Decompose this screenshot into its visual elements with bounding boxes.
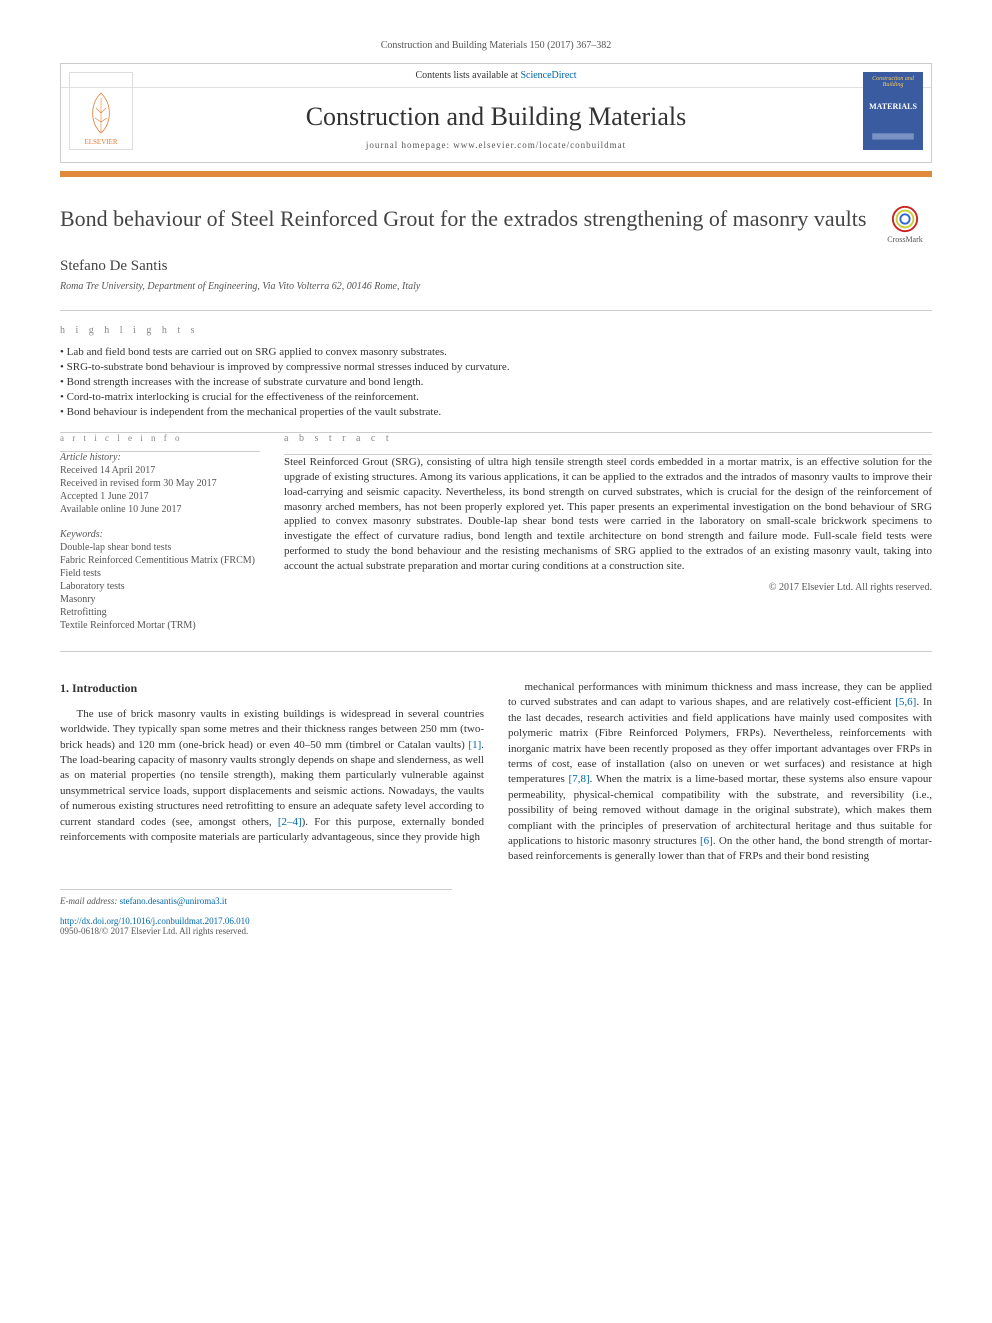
keyword: Fabric Reinforced Cementitious Matrix (F… [60,555,260,566]
doi-link[interactable]: http://dx.doi.org/10.1016/j.conbuildmat.… [60,916,250,926]
homepage-url[interactable]: www.elsevier.com/locate/conbuildmat [453,140,626,150]
elsevier-label: ELSEVIER [84,138,117,146]
reference-link[interactable]: [2–4] [278,816,302,828]
date-accepted: Accepted 1 June 2017 [60,491,260,502]
journal-header-box: ELSEVIER Construction and Building MATER… [60,63,932,163]
column-right: mechanical performances with minimum thi… [508,680,932,865]
reference-link[interactable]: [5,6] [895,696,916,708]
keyword: Double-lap shear bond tests [60,542,260,553]
orange-divider [60,171,932,177]
body-columns: 1. Introduction The use of brick masonry… [60,680,932,865]
issn-copyright: 0950-0618/© 2017 Elsevier Ltd. All right… [60,926,248,936]
date-received: Received 14 April 2017 [60,465,260,476]
highlight-item: Cord-to-matrix interlocking is crucial f… [60,391,932,403]
homepage-prefix: journal homepage: [366,140,453,150]
divider [60,310,932,311]
body-text: mechanical performances with minimum thi… [508,681,932,862]
abstract-copyright: © 2017 Elsevier Ltd. All rights reserved… [284,582,932,593]
highlight-item: Bond strength increases with the increas… [60,376,932,388]
highlights-label: h i g h l i g h t s [60,325,932,336]
keyword: Retrofitting [60,607,260,618]
article-page: Construction and Building Materials 150 … [0,0,992,976]
author-email-link[interactable]: stefano.desantis@uniroma3.it [120,896,227,906]
article-title: Bond behaviour of Steel Reinforced Grout… [60,205,878,234]
highlight-item: Bond behaviour is independent from the m… [60,406,932,418]
email-label: E-mail address: [60,896,120,906]
contents-available-line: Contents lists available at ScienceDirec… [61,64,931,88]
article-info-block: a r t i c l e i n f o Article history: R… [60,433,260,633]
highlights-block: Lab and field bond tests are carried out… [60,346,932,418]
keywords-label: Keywords: [60,529,260,540]
cover-graphic-icon [867,125,919,146]
column-left: 1. Introduction The use of brick masonry… [60,680,484,865]
abstract-label: a b s t r a c t [284,433,932,444]
journal-homepage-line: journal homepage: www.elsevier.com/locat… [61,140,931,162]
abstract-text: Steel Reinforced Grout (SRG), consisting… [284,455,932,574]
keyword: Laboratory tests [60,581,260,592]
reference-link[interactable]: [6] [700,835,713,847]
cover-title-top: Construction and Building [867,76,919,88]
date-revised: Received in revised form 30 May 2017 [60,478,260,489]
author-name: Stefano De Santis [60,258,932,275]
journal-reference: Construction and Building Materials 150 … [60,40,932,51]
crossmark-badge[interactable]: CrossMark [878,205,932,244]
highlight-item: Lab and field bond tests are carried out… [60,346,932,358]
article-meta-row: a r t i c l e i n f o Article history: R… [60,433,932,633]
reference-link[interactable]: [7,8] [569,773,590,785]
doi-block: http://dx.doi.org/10.1016/j.conbuildmat.… [60,916,452,936]
crossmark-label: CrossMark [878,235,932,244]
journal-cover-thumbnail[interactable]: Construction and Building MATERIALS [863,72,923,150]
email-label-text: E-mail address: [60,896,120,906]
body-text: The use of brick masonry vaults in exist… [60,708,484,843]
keyword: Textile Reinforced Mortar (TRM) [60,620,260,631]
history-label: Article history: [60,452,260,463]
keyword: Field tests [60,568,260,579]
contents-prefix: Contents lists available at [415,70,520,81]
body-paragraph: mechanical performances with minimum thi… [508,680,932,865]
article-info-label: a r t i c l e i n f o [60,433,260,443]
elsevier-logo[interactable]: ELSEVIER [69,72,133,150]
body-paragraph: The use of brick masonry vaults in exist… [60,707,484,846]
title-row: Bond behaviour of Steel Reinforced Grout… [60,205,932,244]
highlights-list: Lab and field bond tests are carried out… [60,346,932,418]
section-heading: 1. Introduction [60,680,484,697]
reference-link[interactable]: [1] [468,739,481,751]
journal-title: Construction and Building Materials [61,88,931,140]
crossmark-icon [891,205,919,233]
divider [60,651,932,652]
highlight-item: SRG-to-substrate bond behaviour is impro… [60,361,932,373]
date-online: Available online 10 June 2017 [60,504,260,515]
keyword: Masonry [60,594,260,605]
sciencedirect-link[interactable]: ScienceDirect [520,70,576,81]
cover-title-bottom: MATERIALS [867,102,919,111]
abstract-block: a b s t r a c t Steel Reinforced Grout (… [284,433,932,633]
footnotes: E-mail address: stefano.desantis@uniroma… [60,889,452,936]
author-affiliation: Roma Tre University, Department of Engin… [60,281,932,292]
elsevier-tree-icon [81,88,121,138]
